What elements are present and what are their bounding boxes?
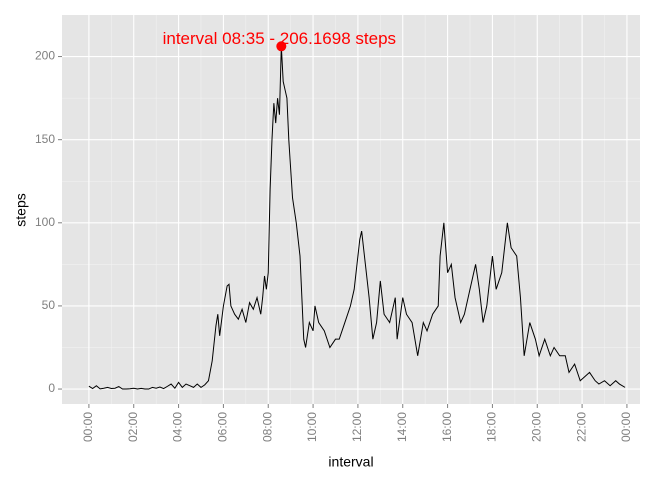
- y-tick-label: 150: [35, 132, 55, 146]
- x-tick-label: 02:00: [126, 412, 140, 442]
- x-tick-label: 12:00: [350, 412, 364, 442]
- y-tick-label: 50: [42, 298, 56, 312]
- x-tick-label: 22:00: [574, 412, 588, 442]
- grid: [62, 15, 640, 404]
- x-tick-label: 10:00: [305, 412, 319, 442]
- annotation-point: [276, 41, 287, 52]
- y-axis-title: steps: [13, 193, 29, 226]
- x-tick-label: 18:00: [485, 412, 499, 442]
- x-tick-label: 14:00: [395, 412, 409, 442]
- x-tick-label: 20:00: [529, 412, 543, 442]
- data-line: [88, 46, 626, 390]
- x-axis-title: interval: [328, 454, 373, 470]
- x-tick-label: 04:00: [171, 412, 185, 442]
- marks: [88, 41, 626, 390]
- y-tick-label: 0: [48, 381, 55, 395]
- y-tick-label: 100: [35, 215, 55, 229]
- plot-panel: [62, 15, 640, 404]
- annotation-text: interval 08:35 - 206.1698 steps: [163, 29, 396, 48]
- y-tick-label: 200: [35, 49, 55, 63]
- x-tick-label: 00:00: [619, 412, 633, 442]
- x-tick-label: 06:00: [216, 412, 230, 442]
- x-tick-label: 00:00: [81, 412, 95, 442]
- labels: 0 50 100 150 200 00:00 02:00 04:00 06:00 08:00 10:…: [35, 29, 633, 442]
- x-tick-label: 16:00: [440, 412, 454, 442]
- x-tick-label: 08:00: [260, 412, 274, 442]
